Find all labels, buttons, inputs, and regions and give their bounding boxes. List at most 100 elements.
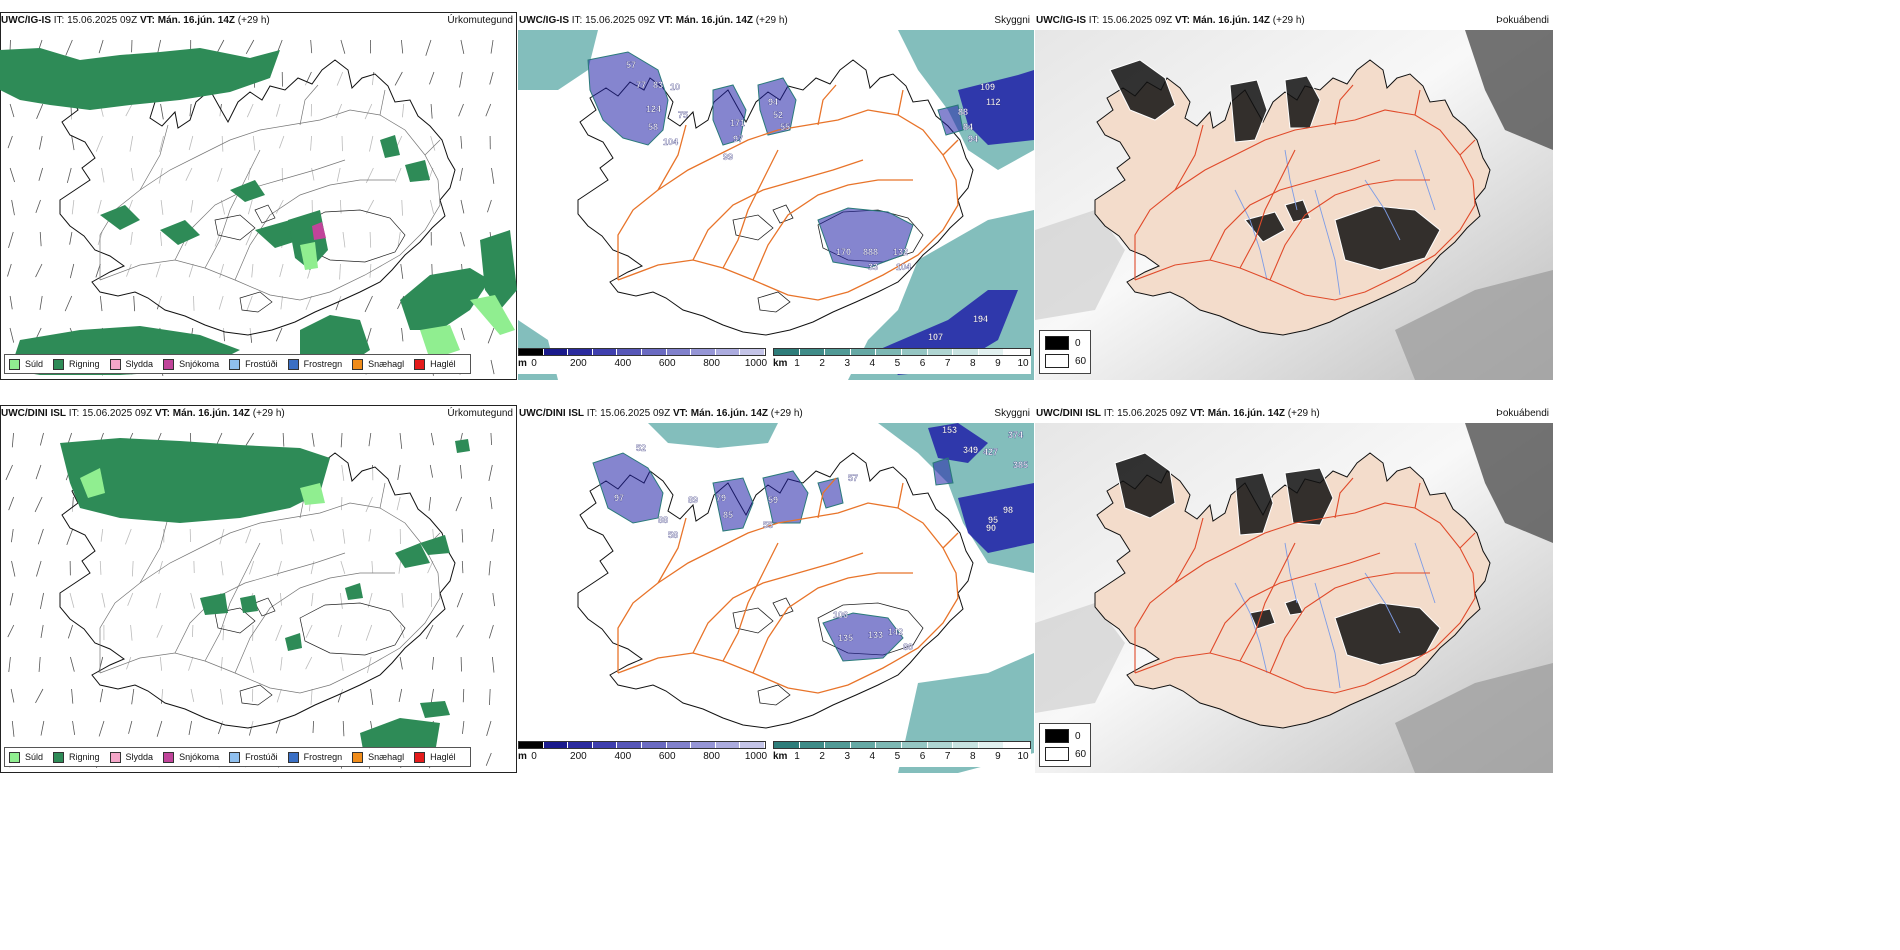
visibility-value-label: 142 [888, 627, 903, 637]
wind-barb [128, 720, 133, 734]
wind-barb [491, 167, 495, 184]
colorbar-segment [876, 742, 902, 748]
wind-barb [429, 71, 435, 85]
wind-barb [456, 624, 464, 638]
wind-barb [39, 231, 42, 247]
colorbar-tick: 10 [1017, 751, 1029, 762]
colorbar-tick: 1000 [744, 751, 768, 762]
legend-label: Frostregn [303, 752, 343, 762]
colorbar-tick: 4 [869, 751, 876, 762]
colorbar-strip [518, 348, 766, 356]
visibility-value-label: 171 [730, 118, 745, 128]
colorbar-segment [592, 349, 618, 355]
precip-area [80, 468, 105, 498]
road-line [234, 179, 395, 281]
wind-barb [40, 720, 45, 736]
wind-barb [430, 103, 433, 119]
colorbar-tick: 2 [819, 751, 825, 762]
wind-barb [368, 432, 372, 447]
precip-area [240, 595, 258, 613]
road-line [1269, 179, 1430, 281]
wind-barb [5, 464, 13, 481]
wind-barb [70, 656, 75, 672]
wind-barb [188, 720, 192, 736]
wind-barb [458, 103, 464, 117]
road-line [204, 149, 261, 269]
legend-swatch [53, 751, 65, 763]
wind-barb [35, 688, 44, 704]
visibility-value-label: 888 [863, 247, 878, 257]
sea-visibility-area [518, 30, 598, 90]
visibility-value-label: 427 [983, 447, 998, 457]
road-line [897, 482, 904, 509]
sea-visibility-area [648, 423, 778, 448]
wind-barb [399, 656, 403, 670]
road-line [1174, 124, 1204, 191]
wind-barb [35, 263, 43, 278]
legend-label: Slydda [125, 752, 154, 762]
road-line [1334, 84, 1354, 126]
legend-label: Súld [25, 752, 44, 762]
wind-barb [461, 560, 464, 574]
wind-barb [131, 688, 135, 705]
road-line [817, 84, 837, 126]
visibility-value-label: 80 [903, 642, 913, 652]
road-line [379, 482, 386, 509]
wind-barb [425, 39, 432, 56]
visibility-value-label: 104 [663, 137, 678, 147]
visibility-value-label: 104 [896, 262, 911, 272]
wind-barb [489, 71, 494, 85]
fog-grey-area [1035, 603, 1125, 713]
legend-swatch [163, 751, 175, 763]
road-line [722, 542, 779, 662]
legend-label: Haglél [430, 359, 456, 369]
low-visibility-area [928, 423, 988, 463]
precip-area [470, 295, 515, 335]
colorbar-segment [740, 742, 765, 748]
wind-barb [488, 464, 493, 482]
visibility-value-label: 95 [988, 515, 998, 525]
colorbar-tick: 6 [919, 358, 926, 369]
visibility-panel-dini: UWC/DINI ISL IT: 15.06.2025 09Z VT: Mán.… [518, 405, 1034, 773]
precip-area [100, 205, 140, 230]
wind-barb [98, 720, 105, 737]
visibility-value-label: 57 [848, 473, 858, 483]
colorbar-segment [927, 742, 954, 748]
visibility-value-label: 75 [678, 110, 688, 120]
wind-barb [460, 135, 463, 149]
fog-dark-area [1284, 467, 1334, 526]
glacier-outline [732, 214, 774, 241]
visibility-value-label: 153 [942, 425, 957, 435]
panel-title: UWC/DINI ISL IT: 15.06.2025 09Z VT: Mán.… [519, 408, 803, 419]
visibility-value-label: 97 [733, 134, 743, 144]
precip-area [405, 160, 430, 182]
low-visibility-area [958, 483, 1034, 553]
fog-dark-area [1334, 205, 1441, 271]
wind-barb [399, 432, 403, 449]
colorbar-tick: 600 [658, 358, 676, 369]
wind-barb [35, 199, 41, 213]
colorbar-tick: 1 [794, 751, 800, 762]
precip-area [420, 701, 450, 718]
legend-label: Snjókoma [179, 359, 220, 369]
colorbar-tick: 800 [703, 751, 720, 762]
low-visibility-area [757, 77, 797, 136]
wind-barb [275, 720, 281, 734]
glacier-outline [214, 214, 256, 241]
colorbar-segment [901, 349, 928, 355]
wind-barb [245, 39, 255, 54]
road-line [1269, 572, 1430, 674]
visibility-value-label: 99 [723, 152, 733, 162]
colorbar-tick: 1000 [744, 358, 768, 369]
legend-item: Snjókoma [163, 358, 220, 370]
wind-barb [36, 103, 44, 119]
wind-barb [485, 752, 492, 766]
wind-barb [488, 560, 491, 576]
precip-area [312, 222, 326, 240]
colorbar-segment [617, 742, 642, 748]
glacier-outline [239, 291, 273, 313]
wind-barb [98, 656, 104, 673]
wind-barb [11, 720, 15, 737]
wind-barb [462, 688, 465, 703]
